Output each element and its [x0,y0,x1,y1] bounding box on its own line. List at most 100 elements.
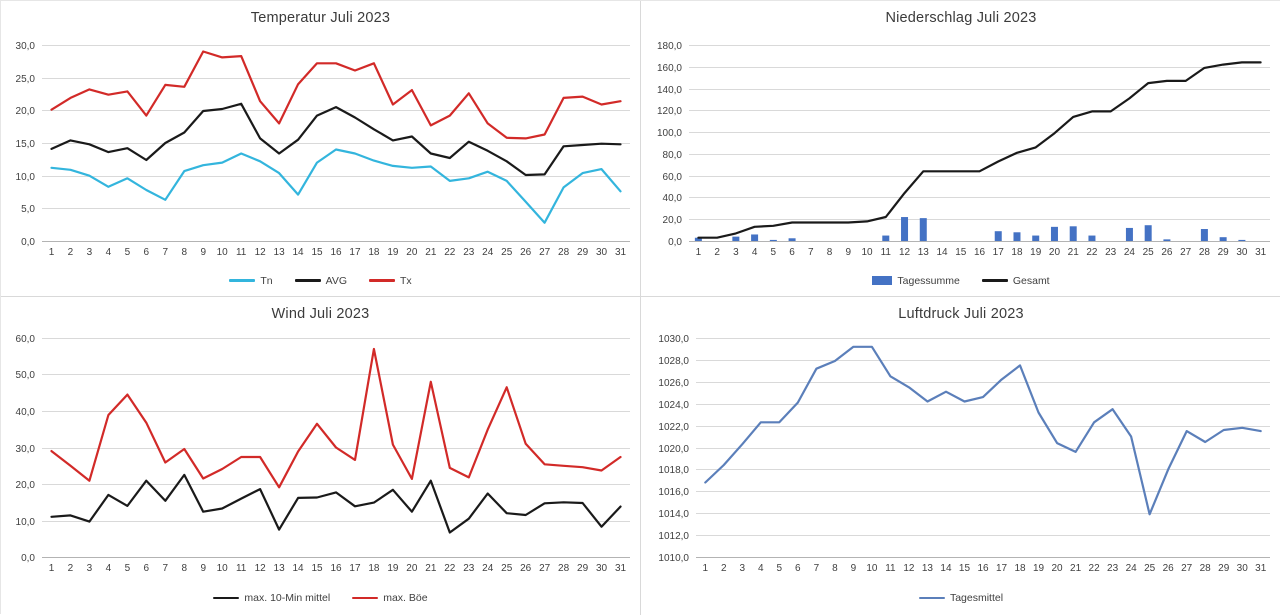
x-axis-tick-label: 13 [273,247,285,258]
x-axis-tick-label: 5 [124,563,130,574]
x-axis-tick-label: 10 [216,563,228,574]
x-axis-tick-label: 19 [387,247,399,258]
x-axis-tick-label: 4 [752,247,758,258]
x-axis-tick-label: 31 [614,247,626,258]
legend-label: max. 10-Min mittel [244,592,331,604]
x-axis-tick-label: 22 [444,247,456,258]
x-axis-tick-label: 15 [955,247,967,258]
x-axis-tick-label: 18 [368,247,380,258]
x-axis-tick-label: 18 [1011,247,1023,258]
y-axis-tick-label: 0,0 [21,237,35,248]
legend-item: Tagessumme [872,274,960,287]
temperatur-legend: Tn AVG Tx [1,265,640,296]
x-axis-tick-label: 28 [1200,563,1212,574]
y-axis-tick-label: 30,0 [15,41,35,52]
x-axis-tick-label: 12 [903,563,915,574]
y-axis-tick-label: 25,0 [15,74,35,85]
x-axis-tick-label: 21 [425,247,437,258]
x-axis-tick-label: 19 [1030,247,1042,258]
legend-item: Tn [229,275,273,287]
x-axis-tick-label: 30 [1237,563,1249,574]
x-axis-tick-label: 5 [124,247,130,258]
bar [882,235,890,241]
x-axis-tick-label: 15 [311,247,323,258]
x-axis-tick-label: 20 [1052,563,1064,574]
x-axis-tick-label: 1 [48,563,54,574]
y-axis-tick-label: 1026,0 [658,378,689,389]
x-axis-tick-label: 6 [795,563,801,574]
x-axis-tick-label: 21 [1068,247,1080,258]
x-axis-tick-label: 12 [899,247,911,258]
y-axis-tick-label: 5,0 [21,204,35,215]
bar [1050,226,1058,241]
x-axis-tick-label: 13 [922,563,934,574]
legend-label: Tagesmittel [949,592,1004,604]
x-axis-tick-label: 26 [520,247,532,258]
y-axis-tick-label: 1030,0 [658,334,689,345]
x-axis-tick-label: 31 [1255,247,1267,258]
bar [769,239,777,241]
series-Tx [49,50,622,140]
y-axis-tick-label: 1016,0 [658,487,689,498]
bar [901,217,909,241]
x-axis-tick-label: 11 [885,563,896,574]
x-axis-tick-label: 3 [86,247,92,258]
niederschlag-legend: Tagessumme Gesamt [641,265,1280,296]
x-axis-tick-label: 26 [1163,563,1175,574]
x-axis-tick-label: 24 [1124,247,1136,258]
legend-label: AVG [325,274,347,287]
bar [788,238,796,241]
y-axis-tick-label: 1010,0 [658,553,689,564]
chart-panel-temperatur: Temperatur Juli 2023 0,0 5,0 10,0 15,0 20,0 2… [1,1,641,297]
x-axis-tick-label: 17 [996,563,1008,574]
x-axis-tick-label: 21 [1070,563,1082,574]
x-axis-tick-label: 14 [292,247,304,258]
x-axis-tick-label: 21 [425,563,437,574]
x-axis-tick-label: 9 [851,563,857,574]
x-axis-tick-label: 1 [702,563,708,574]
bar [1238,239,1246,241]
x-axis-tick-label: 17 [349,563,361,574]
legend-item: max. Böe [352,592,428,604]
y-axis-tick-label: 140,0 [657,85,682,96]
series-Tn [49,148,622,224]
bar [732,236,740,241]
legend-line-swatch-icon [981,279,1008,282]
x-axis-tick-label: 2 [67,563,73,574]
x-axis-tick-label: 28 [558,563,570,574]
x-axis-tick-label: 22 [1089,563,1101,574]
wind-legend: max. 10-Min mittel max. Böe [1,581,640,615]
y-axis-tick-label: 160,0 [657,63,682,74]
x-axis-tick-label: 8 [832,563,838,574]
x-axis-tick-label: 3 [86,563,92,574]
x-axis-tick-label: 29 [1218,563,1230,574]
x-axis-tick-label: 31 [614,563,626,574]
x-axis-tick-label: 7 [162,563,168,574]
x-axis-tick-label: 27 [539,247,551,258]
x-axis-tick-label: 8 [827,247,833,258]
x-axis-tick-label: 11 [235,247,246,258]
x-axis-tick-label: 18 [1014,563,1026,574]
x-axis-tick-label: 25 [1144,563,1156,574]
x-axis-tick-label: 30 [1236,247,1248,258]
bar [1125,227,1133,241]
x-axis-tick-label: 14 [292,563,304,574]
series-Tagesmittel [704,345,1262,516]
y-axis-tick-label: 1012,0 [658,531,689,542]
x-axis-tick-label: 30 [595,563,607,574]
x-axis-tick-label: 23 [463,563,475,574]
y-axis-tick-label: 40,0 [663,193,683,204]
x-axis-tick-label: 14 [936,247,948,258]
x-axis-tick-label: 22 [444,563,456,574]
x-axis-tick-label: 27 [1181,563,1193,574]
legend-label: Tagessumme [897,274,960,287]
chart-title-wind: Wind Juli 2023 [271,306,370,322]
x-axis-tick-label: 25 [1143,247,1155,258]
x-axis-tick-label: 10 [861,247,873,258]
legend-item: max. 10-Min mittel [213,592,330,604]
x-axis-tick-label: 23 [463,247,475,258]
gridlines [41,45,630,242]
x-axis-tick-label: 28 [1199,247,1211,258]
x-axis-tick-label: 20 [406,563,418,574]
x-axis-tick-label: 12 [254,247,266,258]
